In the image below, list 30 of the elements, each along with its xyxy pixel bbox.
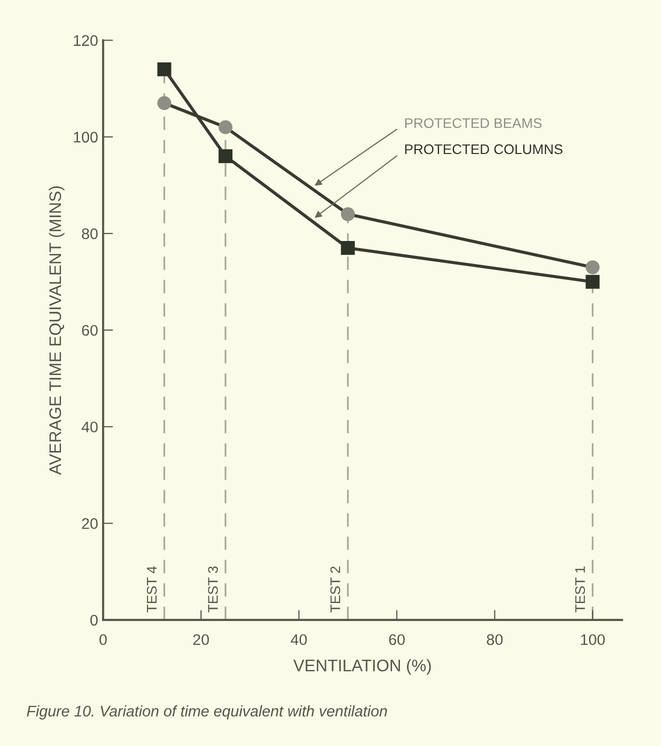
ref-line-label: TEST 1 [575,566,585,612]
point [340,207,355,222]
y-tick-label: 60 [82,324,98,336]
text: PROTECTED BEAMS [405,118,542,128]
x-axis-title: VENTILATION (%) [293,659,431,675]
ref-line-label: TEST 4 [146,566,157,612]
y-tick-label: 0 [90,614,98,626]
point [157,96,172,110]
ref-line-label: TEST 3 [208,566,218,612]
point [218,120,232,134]
y-tick-label: 120 [74,35,98,46]
caption: Figure 10. Variation of time equivalent with ventilation [26,705,387,720]
y-axis-title: AVERAGE TIME EQUIVALENT (MINS) [48,186,64,475]
point [340,241,355,255]
point [157,62,172,76]
y-tick-label: 40 [82,422,98,432]
y-tick-label: 80 [82,228,98,240]
x-tick-label: 0 [99,634,107,646]
y-tick-label: 100 [74,132,98,143]
x-tick-label: 100 [581,634,605,646]
y-tick-label: 20 [82,518,98,530]
ref-line-label: TEST 2 [330,566,340,612]
x-tick-label: 80 [486,634,503,646]
point [586,274,600,289]
x-tick-label: 60 [389,634,405,646]
point [218,149,232,164]
text: PROTECTED COLUMNS [405,144,562,154]
x-tick-label: 20 [193,634,209,646]
point [586,260,600,274]
x-tick-label: 40 [290,634,307,646]
